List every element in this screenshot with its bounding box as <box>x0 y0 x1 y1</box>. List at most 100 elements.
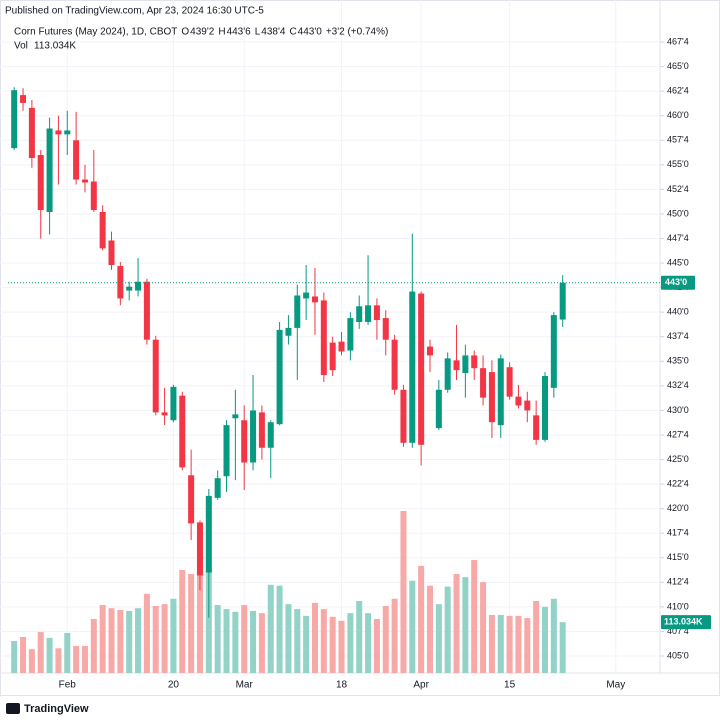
candle-body <box>400 389 407 443</box>
y-tick-label: 417'4 <box>667 528 689 538</box>
y-tick-label: 425'0 <box>667 454 689 464</box>
volume-bar <box>108 608 115 673</box>
volume-bar <box>524 618 531 673</box>
legend-key: O <box>181 27 189 38</box>
volume-bar <box>382 605 389 673</box>
y-tick-label: 462'4 <box>667 86 689 96</box>
candle-body <box>488 372 495 423</box>
candle-body <box>533 415 540 440</box>
volume-bar <box>205 569 212 673</box>
y-tick-label: 440'0 <box>667 307 689 317</box>
candle-body <box>214 478 221 498</box>
volume-bar <box>232 611 239 673</box>
volume-bar <box>294 609 301 673</box>
volume-badge <box>661 615 711 630</box>
volume-bar <box>488 614 495 673</box>
legend-value: 443'0 <box>298 27 323 38</box>
y-tick-label: 422'4 <box>667 478 689 488</box>
volume-bar <box>11 641 18 673</box>
candle-body <box>276 329 283 425</box>
volume-bar <box>20 637 27 673</box>
volume-bar <box>64 632 71 673</box>
candle-body <box>497 358 504 426</box>
y-tick-label: 412'4 <box>667 577 689 587</box>
candle-body <box>117 266 124 299</box>
candle-body <box>37 155 44 211</box>
x-tick-label: Feb <box>59 680 77 691</box>
volume-bar <box>418 565 425 673</box>
candle-body <box>320 300 327 376</box>
candle-body <box>294 295 301 328</box>
candle-body <box>152 339 159 413</box>
candle-body <box>179 395 186 468</box>
candle-body <box>108 240 115 266</box>
volume-bar <box>135 608 142 673</box>
candle-body <box>73 140 80 180</box>
candle-body <box>258 412 265 448</box>
candle-body <box>418 293 425 445</box>
volume-bar <box>409 580 416 673</box>
volume-bar <box>559 622 566 673</box>
volume-bar <box>400 511 407 673</box>
chart-title: Corn Futures (May 2024), 1D, CBOT <box>14 27 177 38</box>
volume-bar <box>311 602 318 673</box>
legend-value: 439'2 <box>190 27 215 38</box>
candle-body <box>356 306 363 323</box>
candle-body <box>426 346 433 356</box>
candle-body <box>435 389 442 429</box>
volume-bar <box>81 646 88 673</box>
candle-body <box>471 355 478 369</box>
candle-body <box>81 179 88 183</box>
y-tick-label: 437'4 <box>667 331 689 341</box>
volume-bar <box>426 585 433 673</box>
x-tick-label: Mar <box>236 680 254 691</box>
legend-key: H <box>218 27 225 38</box>
candle-body <box>409 291 416 443</box>
y-tick-label: 435'0 <box>667 356 689 366</box>
candles <box>11 87 566 618</box>
volume-bar <box>73 646 80 673</box>
volume-bar <box>117 610 124 673</box>
candle-body <box>188 475 195 524</box>
y-tick-label: 445'0 <box>667 257 689 267</box>
candle-body <box>453 360 460 371</box>
candle-body <box>559 282 566 320</box>
volume-bar <box>196 570 203 673</box>
candle-body <box>196 522 203 576</box>
volume-bar <box>515 615 522 673</box>
volume-bar <box>320 609 327 673</box>
candle-body <box>170 386 177 421</box>
volume-bar <box>533 601 540 673</box>
y-tick-label: 432'4 <box>667 380 689 390</box>
volume-bar <box>471 560 478 673</box>
volume-bar <box>188 574 195 673</box>
volume-bar <box>329 616 336 673</box>
candle-body <box>55 130 62 135</box>
y-tick-label: 467'4 <box>667 36 689 46</box>
y-tick-label: 410'0 <box>667 601 689 611</box>
volume-bar <box>258 613 265 673</box>
candle-body <box>391 339 398 390</box>
volume-bar <box>506 615 513 673</box>
candle-body <box>223 425 230 477</box>
volume-bar <box>99 605 106 673</box>
axes: 405'0 407'4 410'0 412'4 415'0 417'4 420'0 422'4… <box>8 36 711 691</box>
x-tick-label: 15 <box>504 680 516 691</box>
y-tick-label: 415'0 <box>667 552 689 562</box>
candle-body <box>126 286 133 291</box>
volume-bar <box>462 577 469 673</box>
candle-body <box>46 128 53 212</box>
y-tick-label: 427'4 <box>667 429 689 439</box>
y-tick-label: 455'0 <box>667 159 689 169</box>
volume-legend-value: 113.034K <box>34 41 76 52</box>
volume-bar <box>550 598 557 673</box>
candle-body <box>20 95 27 103</box>
volume-bar <box>453 574 460 673</box>
x-tick-label: 18 <box>336 680 348 691</box>
candle-body <box>90 181 97 211</box>
x-tick-label: Apr <box>413 680 429 691</box>
volume-bar <box>285 604 292 673</box>
logo-icon <box>6 703 20 714</box>
candle-body <box>541 376 549 440</box>
